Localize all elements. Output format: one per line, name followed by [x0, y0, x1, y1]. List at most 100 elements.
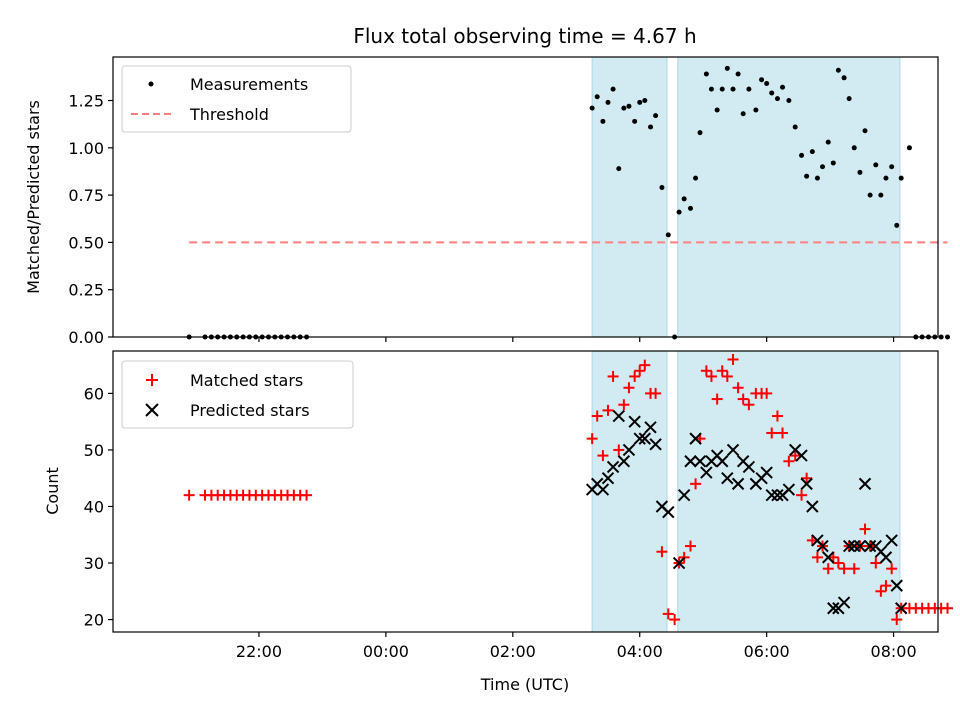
matched-star-point	[886, 563, 898, 575]
y-tick-label: 0.75	[68, 186, 104, 205]
predicted-star-point	[721, 472, 734, 485]
matched-star-point	[711, 393, 723, 405]
predicted-star-point	[771, 488, 784, 502]
matched-star-point	[777, 427, 789, 439]
matched-star-point	[650, 387, 662, 399]
matched-star-point	[721, 370, 733, 382]
predicted-star-point	[596, 483, 610, 496]
matched-star-point	[783, 455, 795, 467]
matched-star-point	[183, 489, 195, 501]
measurement-point	[735, 71, 741, 77]
shaded-interval-1	[677, 350, 901, 633]
x-tick-label: 08:00	[871, 642, 917, 661]
legend-threshold-label: Threshold	[189, 105, 269, 124]
predicted-star-point	[700, 466, 713, 479]
measurement-point	[835, 67, 841, 73]
measurement-point	[693, 175, 699, 181]
predicted-star-point	[894, 602, 908, 615]
predicted-star-point	[863, 539, 877, 553]
matched-star-point	[891, 614, 903, 626]
bottom-legend: Matched stars Predicted stars	[121, 360, 354, 429]
matched-star-point	[700, 365, 712, 377]
measurement-point	[708, 86, 714, 92]
bottom-x-axis: 22:00 00:00 02:00 04:00 06:00 08:00	[236, 632, 917, 661]
matched-star-point	[597, 450, 609, 462]
y-tick-label: 60	[84, 384, 104, 403]
measurement-point	[786, 98, 792, 104]
matched-star-point	[942, 602, 954, 614]
top-shaded-intervals	[591, 56, 901, 338]
matched-star-point	[766, 427, 778, 439]
measurement-point	[878, 192, 884, 198]
predicted-star-point	[853, 539, 867, 553]
legend-measurement-marker	[148, 81, 154, 87]
matched-star-point	[685, 540, 696, 552]
matched-star-point	[771, 410, 783, 422]
matched-star-point	[832, 557, 844, 569]
predicted-star-point	[822, 551, 835, 564]
legend-measurements-label: Measurements	[190, 75, 308, 94]
matched-star-point	[662, 608, 674, 620]
measurement-point	[889, 164, 895, 170]
predicted-star-point	[617, 455, 631, 468]
predicted-star-point	[885, 534, 898, 547]
measurement-point	[938, 334, 944, 340]
predicted-star-point	[638, 432, 652, 445]
matched-star-point	[591, 410, 603, 422]
y-tick-label: 0.00	[68, 328, 104, 347]
top-legend-box	[121, 65, 352, 133]
x-tick-label: 04:00	[617, 642, 663, 661]
measurement-point	[665, 232, 671, 238]
predicted-star-point	[672, 556, 686, 570]
y-tick-label: 30	[84, 554, 104, 573]
measurement-point	[637, 99, 643, 105]
predicted-star-point	[601, 472, 615, 485]
top-y-axis: 0.00 0.25 0.50 0.75 1.00 1.25	[68, 92, 113, 347]
matched-star-point	[656, 546, 668, 558]
measurement-point	[605, 99, 611, 105]
measurement-point	[730, 86, 736, 92]
measurement-point	[814, 175, 820, 181]
x-tick-label: 02:00	[490, 642, 536, 661]
matched-star-point	[669, 614, 681, 626]
legend-predicted-marker	[145, 403, 159, 417]
predicted-star-point	[628, 415, 641, 428]
matched-star-point	[634, 365, 646, 377]
measurement-point	[746, 86, 752, 92]
measurement-point	[610, 86, 616, 92]
measurement-point	[600, 118, 606, 124]
matched-star-point	[822, 563, 834, 575]
top-legend: Measurements Threshold	[121, 65, 352, 133]
predicted-star-point	[842, 539, 856, 553]
predicted-star-point	[795, 449, 808, 462]
measurement-point	[867, 192, 873, 198]
top-panel: 0.00 0.25 0.50 0.75 1.00 1.25 Matched/Predict…	[24, 56, 951, 347]
measurement-point	[804, 173, 810, 179]
matched-star-point	[743, 399, 755, 411]
predicted-star-point	[606, 460, 620, 474]
bottom-y-axis: 20 30 40 50 60	[84, 384, 113, 630]
measurement-point	[774, 96, 780, 102]
predicted-star-point	[622, 443, 636, 457]
predicted-star-point	[800, 477, 813, 491]
predicted-star-point	[742, 460, 756, 474]
x-tick-label: 00:00	[363, 642, 409, 661]
predicted-star-point	[726, 443, 740, 457]
predicted-star-point	[649, 438, 662, 451]
measurement-point	[681, 196, 687, 202]
matched-star-point	[870, 557, 882, 569]
matched-star-point	[737, 393, 749, 405]
measurement-point	[594, 94, 600, 100]
legend-predicted-label: Predicted stars	[190, 401, 310, 420]
measurement-point	[883, 175, 889, 181]
shaded-interval-0	[591, 56, 668, 338]
measurement-point	[697, 130, 703, 136]
measurement-point	[873, 162, 879, 168]
y-tick-label: 40	[84, 497, 104, 516]
measurement-point	[642, 98, 648, 104]
matched-star-point	[801, 472, 813, 484]
predicted-star-point	[837, 596, 851, 609]
bottom-plot-frame	[112, 350, 939, 633]
measurement-point	[626, 103, 632, 109]
